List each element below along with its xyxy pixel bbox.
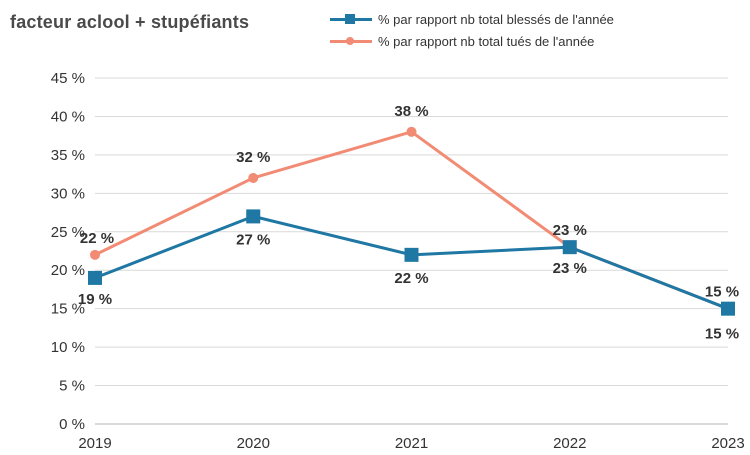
y-tick-label: 40 % bbox=[51, 108, 85, 125]
legend-label-tues: % par rapport nb total tués de l'année bbox=[378, 33, 595, 49]
legend-swatch-blesses bbox=[330, 12, 372, 26]
x-tick-label: 2019 bbox=[78, 435, 111, 452]
y-tick-label: 35 % bbox=[51, 147, 85, 164]
chart-title: facteur aclool + stupéfiants bbox=[10, 12, 250, 32]
y-tick-label: 20 % bbox=[51, 262, 85, 279]
y-tick-label: 15 % bbox=[51, 301, 85, 318]
y-tick-label: 30 % bbox=[51, 185, 85, 202]
y-tick-label: 10 % bbox=[51, 339, 85, 356]
legend-swatch-tues bbox=[330, 34, 372, 48]
data-label: 23 % bbox=[553, 222, 587, 239]
x-tick-label: 2020 bbox=[237, 435, 270, 452]
data-point bbox=[562, 240, 577, 255]
legend-item-tues: % par rapport nb total tués de l'année bbox=[330, 30, 614, 52]
y-tick-label: 0 % bbox=[59, 416, 85, 433]
data-point bbox=[404, 247, 419, 262]
data-label: 22 % bbox=[80, 230, 114, 247]
legend: % par rapport nb total blessés de l'anné… bbox=[330, 8, 614, 52]
data-label: 15 % bbox=[705, 326, 739, 343]
x-tick-label: 2023 bbox=[711, 435, 744, 452]
x-tick-label: 2022 bbox=[553, 435, 586, 452]
data-label: 22 % bbox=[394, 270, 428, 287]
series-line-0 bbox=[94, 214, 729, 311]
legend-label-blesses: % par rapport nb total blessés de l'anné… bbox=[378, 11, 614, 27]
data-point bbox=[246, 209, 261, 224]
data-point bbox=[406, 126, 417, 137]
data-point bbox=[88, 270, 102, 285]
data-point bbox=[90, 249, 100, 260]
data-label: 27 % bbox=[236, 231, 270, 248]
data-point bbox=[248, 172, 259, 183]
data-label: 15 % bbox=[705, 284, 739, 301]
legend-item-blesses: % par rapport nb total blessés de l'anné… bbox=[330, 8, 614, 30]
y-tick-label: 25 % bbox=[51, 224, 85, 241]
y-tick-label: 45 % bbox=[51, 70, 85, 87]
data-label: 32 % bbox=[236, 149, 270, 166]
data-label: 19 % bbox=[78, 291, 112, 308]
y-tick-label: 5 % bbox=[59, 378, 85, 395]
x-tick-label: 2021 bbox=[395, 435, 428, 452]
data-label: 23 % bbox=[553, 260, 587, 277]
data-point bbox=[721, 301, 735, 316]
data-label: 38 % bbox=[394, 103, 428, 120]
